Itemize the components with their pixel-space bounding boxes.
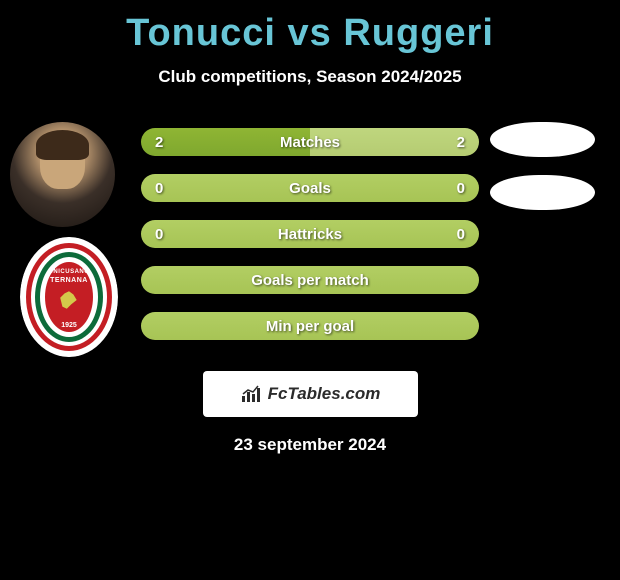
footer-date: 23 september 2024 xyxy=(0,435,620,455)
stat-label: Matches xyxy=(141,128,479,156)
stat-bar-goals-per-match: Goals per match xyxy=(140,265,480,295)
stat-label: Min per goal xyxy=(141,312,479,340)
player2-club-placeholder xyxy=(490,175,595,210)
stats-bars: Matches22Goals00Hattricks00Goals per mat… xyxy=(140,122,480,341)
stat-value-right: 2 xyxy=(457,128,465,156)
stat-label: Hattricks xyxy=(141,220,479,248)
stat-bar-goals: Goals0 0 xyxy=(140,173,480,203)
comparison-body: UNICUSANO TERNANA 1925 Matches22Goals00H… xyxy=(0,122,620,341)
chart-icon xyxy=(240,385,262,403)
stat-bar-hattricks: Hattricks0 0 xyxy=(140,219,480,249)
badge-text-top: UNICUSANO xyxy=(20,269,118,275)
player2-avatar-placeholder xyxy=(490,122,595,157)
stat-label: Goals xyxy=(141,174,479,202)
brand-badge[interactable]: FcTables.com xyxy=(203,371,418,417)
stat-value-left: 2 xyxy=(155,128,163,156)
stat-value-left: 0 xyxy=(155,220,163,248)
vs-text: vs xyxy=(288,12,332,54)
player1-column: UNICUSANO TERNANA 1925 xyxy=(10,122,120,357)
stat-bar-min-per-goal: Min per goal xyxy=(140,311,480,341)
stat-value-right: 0 xyxy=(457,220,465,248)
stat-bar-matches: Matches2 2 xyxy=(140,127,480,157)
brand-text: FcTables.com xyxy=(268,384,381,404)
player2-name: Ruggeri xyxy=(343,12,494,54)
player1-name: Tonucci xyxy=(126,12,276,54)
stat-value-right: 0 xyxy=(457,174,465,202)
player1-avatar xyxy=(10,122,115,227)
comparison-title: Tonucci vs Ruggeri xyxy=(0,0,620,55)
season-subtitle: Club competitions, Season 2024/2025 xyxy=(0,67,620,87)
badge-text-mid: TERNANA xyxy=(20,277,118,284)
stat-value-left: 0 xyxy=(155,174,163,202)
stat-label: Goals per match xyxy=(141,266,479,294)
player2-column xyxy=(490,122,600,228)
player1-club-badge: UNICUSANO TERNANA 1925 xyxy=(20,237,118,357)
badge-year: 1925 xyxy=(20,322,118,329)
